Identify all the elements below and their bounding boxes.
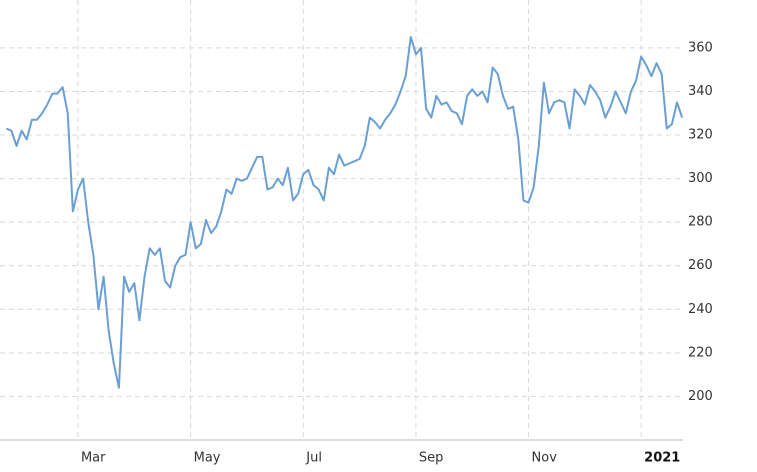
y-tick-label: 260 <box>688 258 713 273</box>
y-tick-label: 360 <box>688 40 713 55</box>
y-tick-label: 320 <box>688 128 713 143</box>
y-tick-label: 340 <box>688 84 713 99</box>
x-tick-label: 2021 <box>644 451 680 466</box>
x-tick-label: Jul <box>305 451 322 466</box>
y-tick-label: 280 <box>688 215 713 230</box>
y-tick-label: 200 <box>688 389 713 404</box>
y-tick-label: 220 <box>688 345 713 360</box>
x-tick-label: May <box>194 451 221 466</box>
y-tick-label: 300 <box>688 171 713 186</box>
x-tick-label: Sep <box>419 451 444 466</box>
x-tick-label: Nov <box>532 451 558 466</box>
price-line <box>5 36 684 389</box>
y-tick-label: 240 <box>688 302 713 317</box>
x-tick-label: Mar <box>81 451 106 466</box>
